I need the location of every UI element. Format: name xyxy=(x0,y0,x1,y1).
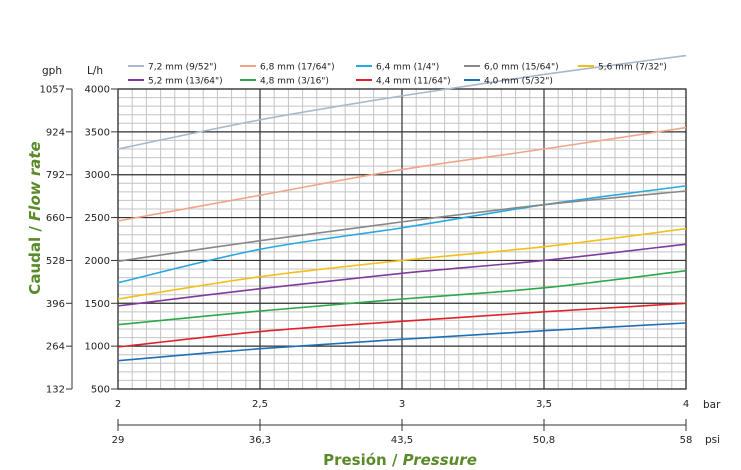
y-tick-label-gph: 924 xyxy=(46,127,65,138)
y-tick-label: 3500 xyxy=(85,127,110,138)
chart-series xyxy=(117,54,687,362)
chart-axes: 500 1000 1500 2000 2500 3000 3500 4000 132 264 396… xyxy=(40,85,693,447)
y-tick-label-gph: 528 xyxy=(46,256,65,267)
y-tick-label-gph: 396 xyxy=(46,299,65,310)
legend-label: 6,0 mm (15/64") xyxy=(484,63,559,73)
y-tick-label-gph: 792 xyxy=(46,170,65,181)
chart-labels: Caudal / Flow rate Presión / Pressure gp… xyxy=(26,65,721,469)
x-unit-bar: bar xyxy=(703,399,721,411)
legend-label: 4,0 mm (5/32") xyxy=(484,77,553,87)
y-tick-label-gph: 264 xyxy=(46,342,65,353)
x-unit-psi: psi xyxy=(705,434,720,446)
y-tick-label: 500 xyxy=(91,385,110,396)
x-tick-label-psi: 29 xyxy=(112,435,125,446)
x-tick-label: 3 xyxy=(399,399,405,410)
legend-label: 7,2 mm (9/52") xyxy=(148,63,217,73)
series-line-1 xyxy=(117,54,687,150)
series-line-8 xyxy=(117,302,687,348)
y-tick-label: 1500 xyxy=(85,299,110,310)
legend-label: 6,4 mm (1/4") xyxy=(376,63,439,73)
chart-legend: 7,2 mm (9/52") 6,8 mm (17/64") 6,4 mm (1/4… xyxy=(128,63,667,87)
chart-grid xyxy=(117,88,687,390)
y-tick-label: 2500 xyxy=(85,213,110,224)
legend-label: 6,8 mm (17/64") xyxy=(260,63,335,73)
series-line-7 xyxy=(117,269,687,326)
x-tick-label: 2 xyxy=(115,399,121,410)
x-tick-label: 3,5 xyxy=(536,399,552,410)
x-tick-label-psi: 58 xyxy=(680,435,693,446)
x-axis-title: Presión / Pressure xyxy=(323,451,477,469)
y-tick-label: 1000 xyxy=(85,342,110,353)
x-tick-label: 4 xyxy=(683,399,689,410)
x-tick-label-psi: 50,8 xyxy=(533,435,555,446)
series-line-4 xyxy=(117,190,687,263)
y-axis-title: Caudal / Flow rate xyxy=(26,141,44,294)
series-line-6 xyxy=(117,243,687,307)
x-tick-label-psi: 43,5 xyxy=(391,435,413,446)
y-unit-gph: gph xyxy=(42,65,62,77)
y-tick-label-gph: 132 xyxy=(46,385,65,396)
x-tick-label-psi: 36,3 xyxy=(249,435,271,446)
y-tick-label-gph: 1057 xyxy=(40,85,65,96)
y-tick-label-gph: 660 xyxy=(46,213,65,224)
legend-label: 5,6 mm (7/32") xyxy=(598,63,667,73)
legend-label: 4,4 mm (11/64") xyxy=(376,77,451,87)
series-line-3 xyxy=(117,185,687,284)
y-tick-label: 2000 xyxy=(85,256,110,267)
legend-label: 4,8 mm (3/16") xyxy=(260,77,329,87)
series-line-9 xyxy=(117,322,687,362)
y-unit-lh: L/h xyxy=(87,65,103,77)
y-tick-label: 4000 xyxy=(85,85,110,96)
series-line-2 xyxy=(117,126,687,222)
legend-label: 5,2 mm (13/64") xyxy=(148,77,223,87)
x-tick-label: 2,5 xyxy=(252,399,268,410)
series-line-5 xyxy=(117,227,687,300)
plot-border xyxy=(117,88,687,390)
y-tick-label: 3000 xyxy=(85,170,110,181)
